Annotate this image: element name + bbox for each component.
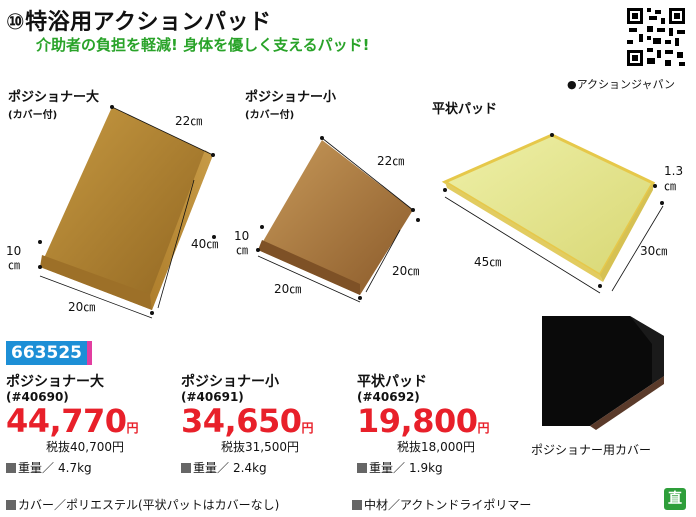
positioner-cover-image: [542, 316, 664, 430]
image-sub-small: (カバー付): [245, 110, 295, 121]
subtitle: 介助者の負担を軽減! 身体を優しく支えるパッド!: [36, 36, 370, 54]
catalog-code: 663525: [6, 341, 92, 365]
square-bullet-icon: [352, 500, 362, 510]
core-material: 中材／アクトンドライポリマー: [352, 496, 531, 513]
product-large: ポジショナー大 (#40690) 44,770円 税抜40,700円 重量／ 4.…: [6, 374, 176, 476]
product-code: (#40691): [181, 390, 244, 404]
title-text: 特浴用アクションパッド: [25, 10, 272, 35]
image-label-small: ポジショナー小: [245, 90, 337, 105]
product-price: 34,650: [181, 402, 302, 440]
cover-material: カバー／ポリエステル(平状パットはカバーなし): [6, 496, 279, 513]
positioner-small-image: [256, 136, 420, 303]
product-name: ポジショナー大: [6, 374, 104, 390]
dim-small-bottom: 20㎝: [274, 282, 302, 296]
product-name: 平状パッド: [357, 374, 427, 390]
product-small: ポジショナー小 (#40691) 34,650円 税抜31,500円 重量／ 2.…: [181, 374, 351, 476]
product-code: (#40692): [357, 390, 420, 404]
tax-excluded-price: 税抜31,500円: [221, 440, 299, 454]
image-sub-large: (カバー付): [8, 110, 58, 121]
direct-shipping-badge: 直: [664, 488, 686, 510]
maker-name: ●アクションジャパン: [567, 78, 676, 91]
dim-large-bottom: 20㎝: [68, 300, 96, 314]
product-name: ポジショナー小: [181, 374, 279, 390]
product-price: 44,770: [6, 402, 127, 440]
dim-flat-thickness: 1.3: [664, 164, 684, 178]
dim-small-right: 20㎝: [392, 264, 420, 278]
page-title: ⑩特浴用アクションパッド: [6, 4, 272, 36]
dim-small-top: 22㎝: [377, 154, 405, 168]
tax-excluded-price: 税抜40,700円: [46, 440, 124, 454]
product-weight: 重量／ 2.4kg: [181, 459, 351, 476]
product-weight: 重量／ 1.9kg: [357, 459, 527, 476]
dim-flat-width: 30㎝: [640, 244, 668, 258]
square-bullet-icon: [6, 463, 16, 473]
product-price: 19,800: [357, 402, 478, 440]
square-bullet-icon: [6, 500, 16, 510]
dim-flat-thickness-unit: ㎝: [664, 179, 677, 193]
dim-flat-length: 45㎝: [474, 255, 502, 269]
price-yen: 円: [126, 421, 139, 435]
dim-large-height: 10: [6, 244, 22, 258]
dim-small-height: 10: [234, 229, 250, 243]
positioner-large-image: [38, 105, 216, 319]
dim-large-right: 40㎝: [191, 237, 219, 251]
product-code: (#40690): [6, 390, 69, 404]
dim-large-top: 22㎝: [175, 114, 203, 128]
square-bullet-icon: [181, 463, 191, 473]
product-illustrations: [38, 105, 664, 319]
price-yen: 円: [477, 421, 490, 435]
flat-pad-image: [441, 133, 664, 294]
cover-caption: ポジショナー用カバー: [531, 443, 652, 457]
number-mark: ⑩: [6, 10, 26, 35]
image-label-large: ポジショナー大: [8, 90, 100, 105]
image-label-flat: 平状パッド: [432, 102, 498, 117]
tax-excluded-price: 税抜18,000円: [397, 440, 475, 454]
dim-small-height-unit: ㎝: [236, 243, 249, 257]
dim-large-height-unit: ㎝: [8, 258, 21, 272]
qr-code-icon: [625, 6, 687, 68]
square-bullet-icon: [357, 463, 367, 473]
price-yen: 円: [301, 421, 314, 435]
product-flat: 平状パッド (#40692) 19,800円 税抜18,000円 重量／ 1.9k…: [357, 374, 527, 476]
product-weight: 重量／ 4.7kg: [6, 459, 176, 476]
